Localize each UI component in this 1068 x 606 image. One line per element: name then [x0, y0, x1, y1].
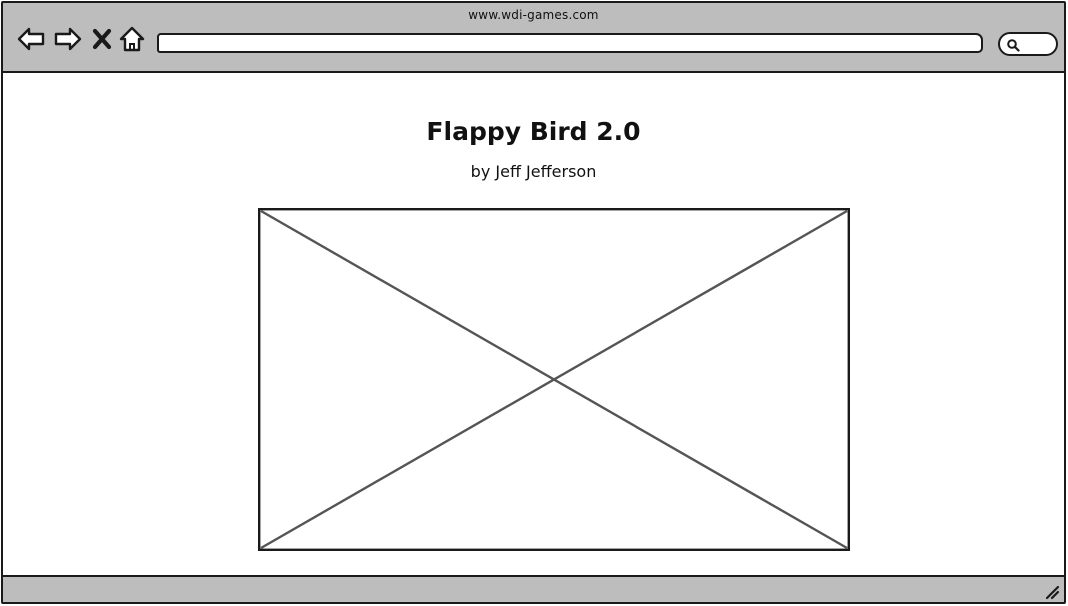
- address-bar-input[interactable]: [157, 33, 983, 53]
- page-content: Flappy Bird 2.0 by Jeff Jefferson: [3, 75, 1064, 578]
- browser-statusbar: [3, 575, 1064, 602]
- search-icon: [1007, 39, 1020, 52]
- browser-toolbar: www.wdi-games.com: [3, 3, 1064, 73]
- page-author: by Jeff Jefferson: [470, 162, 597, 181]
- forward-arrow-icon[interactable]: [53, 25, 83, 53]
- image-placeholder: [258, 208, 850, 551]
- resize-grip-icon[interactable]: [1044, 584, 1060, 600]
- close-icon[interactable]: [89, 25, 115, 53]
- back-arrow-icon[interactable]: [16, 25, 46, 53]
- search-button[interactable]: [998, 32, 1058, 56]
- page-title: Flappy Bird 2.0: [426, 117, 641, 146]
- window-title-url: www.wdi-games.com: [468, 8, 599, 22]
- home-icon[interactable]: [118, 25, 146, 53]
